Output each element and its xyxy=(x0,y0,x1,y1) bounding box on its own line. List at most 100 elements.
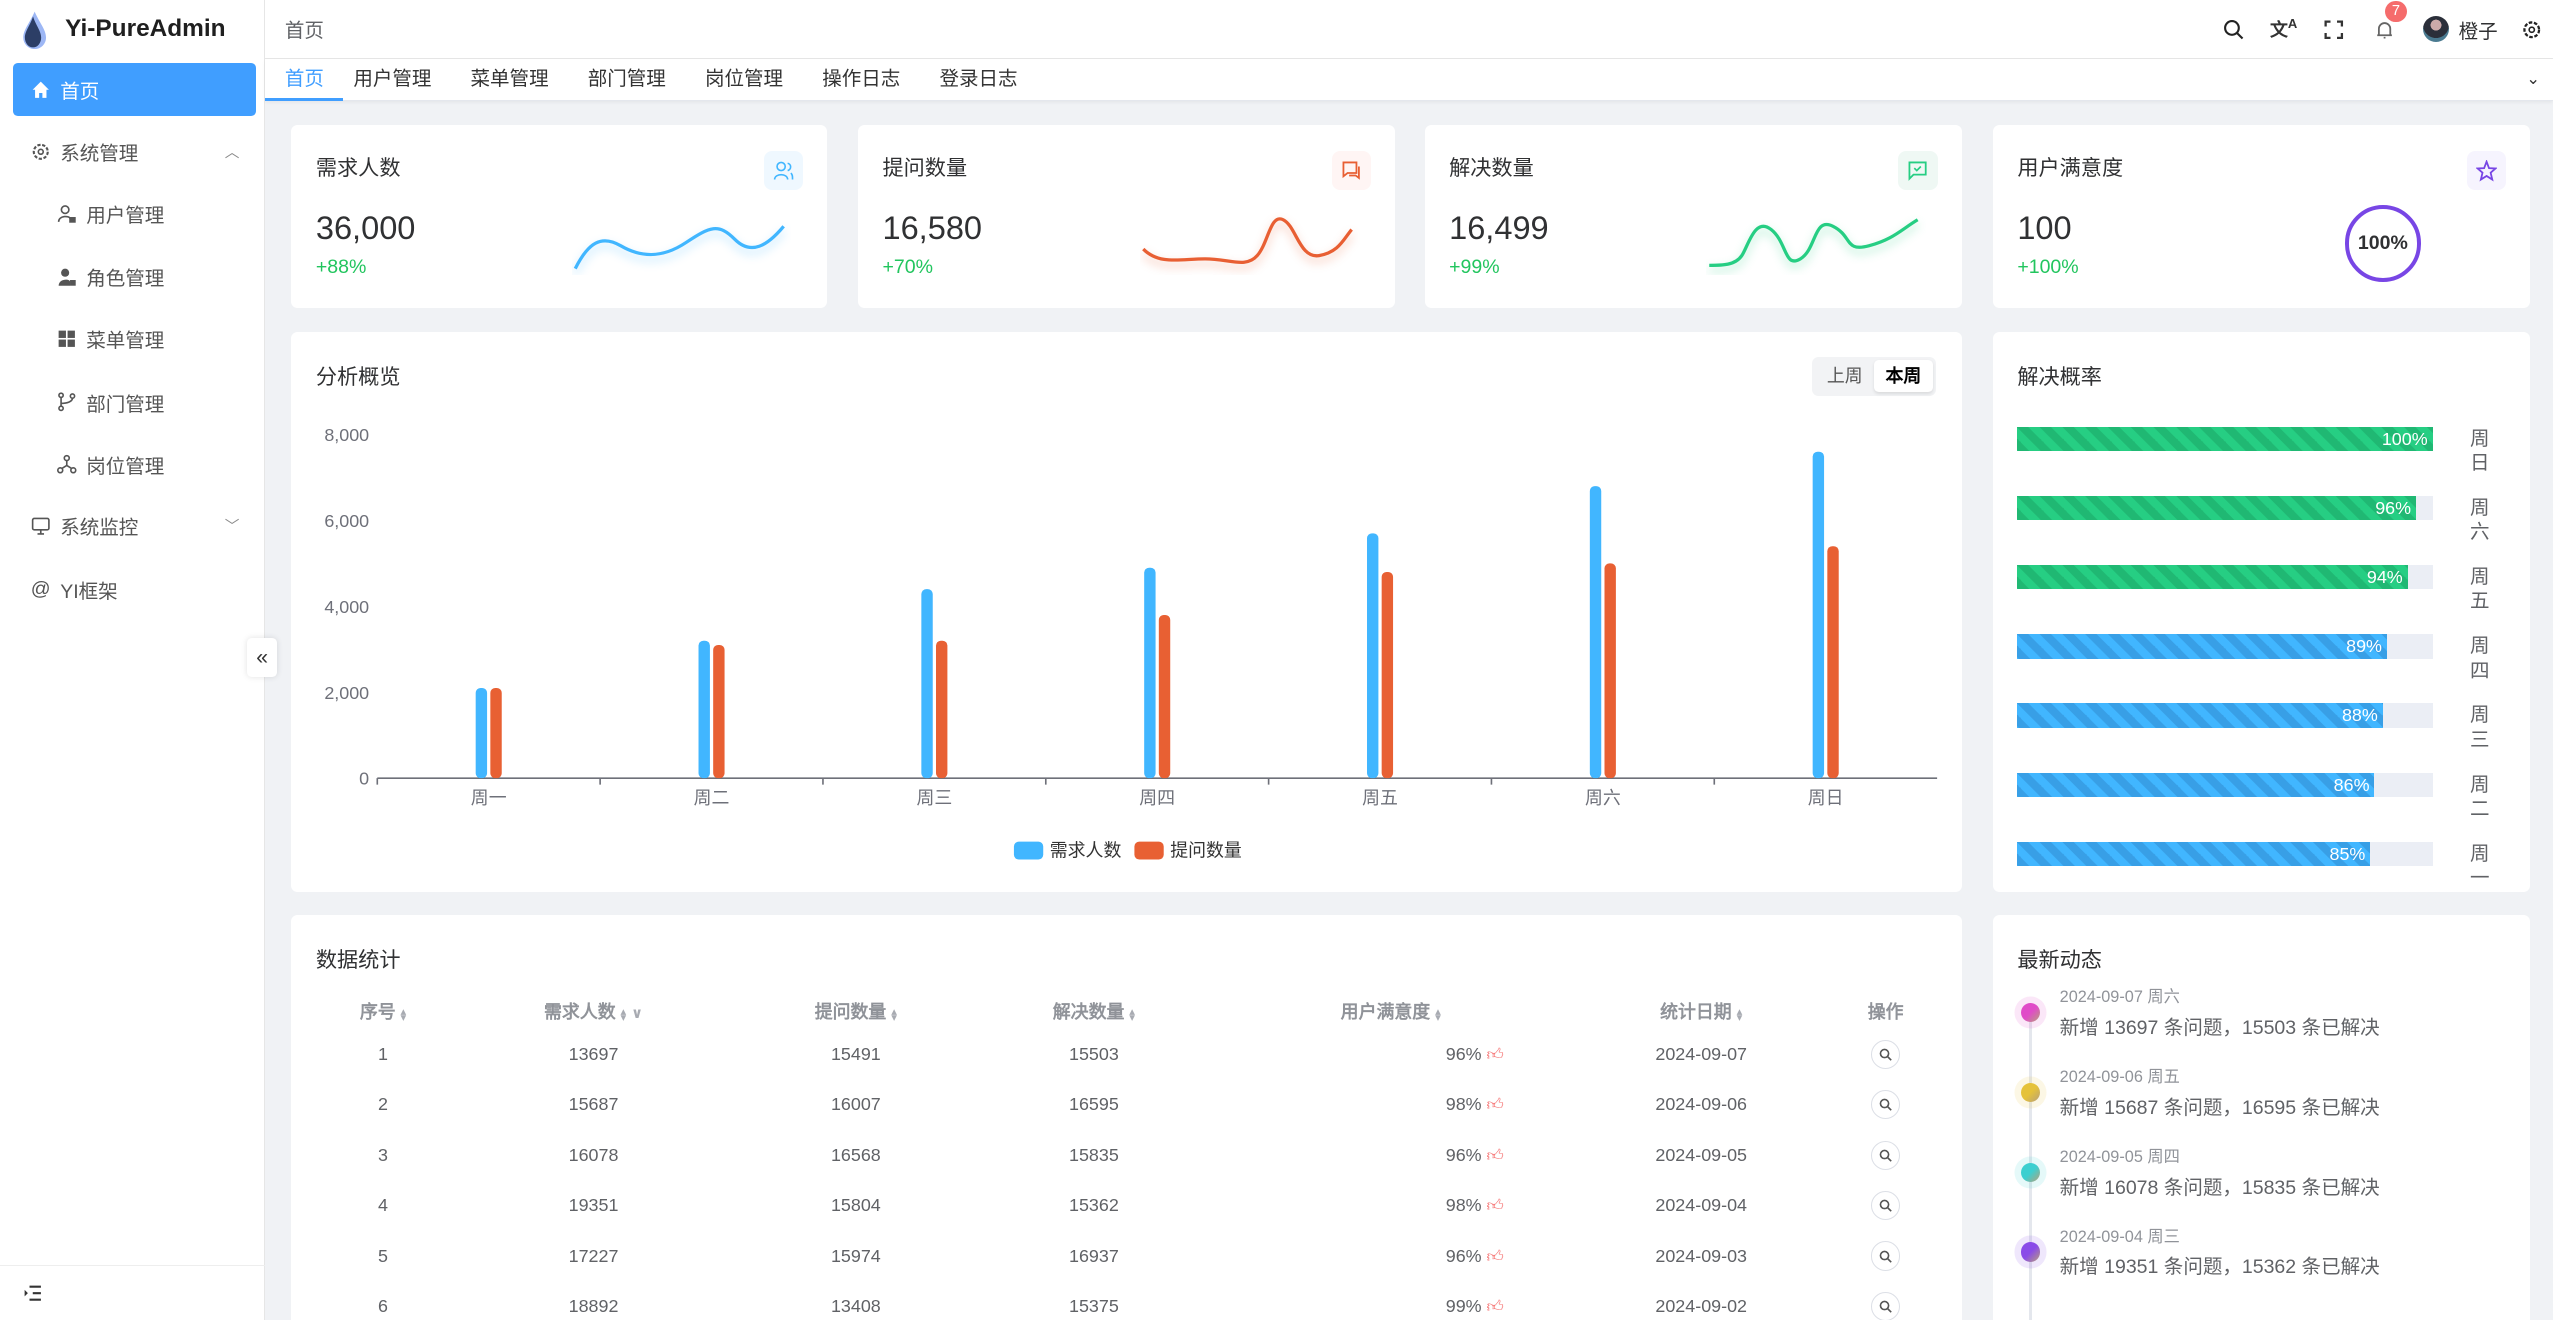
column-header[interactable]: 序号 ▴ ▾ xyxy=(316,993,450,1029)
y-tick-label: 0 xyxy=(360,769,370,789)
column-header[interactable]: 统计日期 ▴ ▾ xyxy=(1569,993,1834,1029)
legend-label[interactable]: 提问数量 xyxy=(1171,840,1243,860)
column-header[interactable]: 提问数量 ▴ ▾ xyxy=(737,993,975,1029)
cell-value: 2024-09-03 xyxy=(1655,1245,1747,1266)
monitor-icon xyxy=(29,515,52,538)
table-cell: 98% 👍︎ xyxy=(1213,1180,1569,1230)
fullscreen-icon[interactable] xyxy=(2309,20,2359,40)
bar-demand[interactable] xyxy=(1813,451,1825,779)
bar-questions[interactable] xyxy=(1827,546,1840,779)
bar-questions[interactable] xyxy=(713,645,726,779)
bar-demand[interactable] xyxy=(476,688,488,779)
bar-questions[interactable] xyxy=(936,640,948,779)
x-tick-label: 周一 xyxy=(471,788,507,808)
table-cell: 4 xyxy=(316,1180,450,1230)
sidebar-item-home[interactable]: 首页 xyxy=(13,63,256,116)
tab-departments[interactable]: 部门管理 xyxy=(587,67,666,90)
menu-fold-icon xyxy=(24,1285,41,1301)
tab-posts[interactable]: 岗位管理 xyxy=(705,67,784,90)
resolve-row: 85% 周一 xyxy=(2017,841,2505,889)
legend-swatch[interactable] xyxy=(1014,841,1044,860)
legend-label[interactable]: 需求人数 xyxy=(1050,840,1122,860)
breadcrumb[interactable]: 首页 xyxy=(284,20,324,43)
sort-icon[interactable]: ▴ ▾ xyxy=(1129,1005,1135,1025)
column-header[interactable]: 解决数量 ▴ ▾ xyxy=(975,993,1213,1029)
table-row: 1 13697 15491 15503 96% 👍︎ 2024-09-07 xyxy=(316,1029,1938,1079)
column-header[interactable]: 用户满意度 ▴ ▾ xyxy=(1213,993,1569,1029)
table-row: 6 18892 13408 15375 99% 👍︎ 2024-09-02 xyxy=(316,1281,1938,1320)
thumbs-up-icon: 👍︎ xyxy=(1486,1247,1504,1266)
user-menu[interactable]: 橙子 xyxy=(2422,15,2498,44)
tab-home[interactable]: 首页 xyxy=(265,59,344,101)
table-cell: 19351 xyxy=(450,1180,737,1230)
y-tick-label: 4,000 xyxy=(325,597,370,617)
cell-value: 16568 xyxy=(830,1144,881,1165)
sort-icon[interactable]: ▴ ▾ xyxy=(620,1005,627,1025)
sort-icon[interactable]: ▴ ▾ xyxy=(1435,1005,1441,1025)
bar-demand[interactable] xyxy=(1144,567,1157,779)
tab-operation-log[interactable]: 操作日志 xyxy=(822,67,901,90)
double-chevron-left-icon[interactable]: « xyxy=(247,638,277,678)
bar-demand[interactable] xyxy=(921,589,934,779)
bar-questions[interactable] xyxy=(1159,615,1171,779)
sidebar-item-departments[interactable]: 部门管理 xyxy=(13,376,256,428)
day-label: 周四 xyxy=(2469,635,2490,682)
view-button[interactable] xyxy=(1871,1090,1901,1120)
sidebar-item-posts[interactable]: 岗位管理 xyxy=(13,438,256,490)
cell-value: 15503 xyxy=(1068,1043,1119,1064)
tab-login-log[interactable]: 登录日志 xyxy=(939,67,1018,90)
toggle-this-week[interactable]: 本周 xyxy=(1874,359,1933,393)
sidebar-item-menus[interactable]: 菜单管理 xyxy=(13,313,256,365)
bar-demand[interactable] xyxy=(1590,486,1602,779)
sidebar-item-monitor[interactable]: 系统监控 ﹀ xyxy=(13,500,256,552)
view-button[interactable] xyxy=(1871,1140,1901,1170)
progress-fill: 94% xyxy=(2017,564,2408,590)
sidebar: Yi-PureAdmin 首页 系统管理 ︿ 用户管理 角色管理 菜单管理 部门… xyxy=(0,0,266,1320)
tab-menus[interactable]: 菜单管理 xyxy=(470,67,549,90)
stat-value: 16,499 xyxy=(1449,210,1549,247)
y-tick-label: 6,000 xyxy=(325,511,370,531)
legend-swatch[interactable] xyxy=(1134,841,1165,860)
search-icon[interactable] xyxy=(2208,19,2258,40)
cell-value: 98% xyxy=(1445,1195,1482,1216)
cell-value: 15375 xyxy=(1068,1296,1119,1317)
bar-questions[interactable] xyxy=(1382,572,1394,779)
sort-icon[interactable]: ▴ ▾ xyxy=(400,1005,407,1025)
sidebar-item-label: 部门管理 xyxy=(86,393,165,416)
view-button[interactable] xyxy=(1871,1039,1901,1069)
view-button[interactable] xyxy=(1871,1190,1901,1221)
search-icon xyxy=(1879,1199,1892,1212)
chevron-down-icon[interactable]: ⌄ xyxy=(2526,69,2540,88)
progress-fill: 96% xyxy=(2017,495,2416,521)
column-header[interactable]: 需求人数 ▴ ▾ ∨ xyxy=(450,993,737,1029)
cell-value: 96% xyxy=(1445,1144,1482,1165)
sidebar-item-system[interactable]: 系统管理 ︿ xyxy=(13,125,256,177)
cell-value: 19351 xyxy=(568,1195,619,1216)
tab-users[interactable]: 用户管理 xyxy=(353,67,432,90)
bar-demand[interactable] xyxy=(1367,533,1379,779)
logo-drop-icon xyxy=(22,11,46,49)
sidebar-item-yi-framework[interactable]: @ YI框架 xyxy=(13,563,256,615)
table-cell: 15974 xyxy=(737,1231,975,1281)
sort-icon[interactable]: ▴ ▾ xyxy=(891,1005,897,1025)
bar-questions[interactable] xyxy=(1604,563,1617,779)
table-cell-action xyxy=(1834,1029,1938,1079)
view-button[interactable] xyxy=(1871,1291,1901,1320)
view-button[interactable] xyxy=(1871,1241,1901,1271)
collapse-sidebar-button[interactable] xyxy=(0,1265,266,1320)
bell-icon[interactable]: 7 xyxy=(2359,0,2409,40)
settings-gear-icon[interactable] xyxy=(2511,20,2553,40)
bar-questions[interactable] xyxy=(490,688,503,779)
search-icon xyxy=(1879,1098,1892,1111)
filter-chevron-icon[interactable]: ∨ xyxy=(631,1006,643,1023)
bar-demand[interactable] xyxy=(698,640,711,779)
timeline-text: 新增 13697 条问题，15503 条已解决 xyxy=(2059,1017,2380,1040)
sort-icon[interactable]: ▴ ▾ xyxy=(1736,1005,1743,1025)
sidebar-item-users[interactable]: 用户管理 xyxy=(13,187,256,239)
logo[interactable]: Yi-PureAdmin xyxy=(0,0,264,59)
stat-title: 解决数量 xyxy=(1449,157,1534,181)
toggle-last-week[interactable]: 上周 xyxy=(1826,365,1863,386)
sidebar-item-roles[interactable]: 角色管理 xyxy=(13,251,256,303)
cell-value: 99% xyxy=(1445,1296,1482,1317)
